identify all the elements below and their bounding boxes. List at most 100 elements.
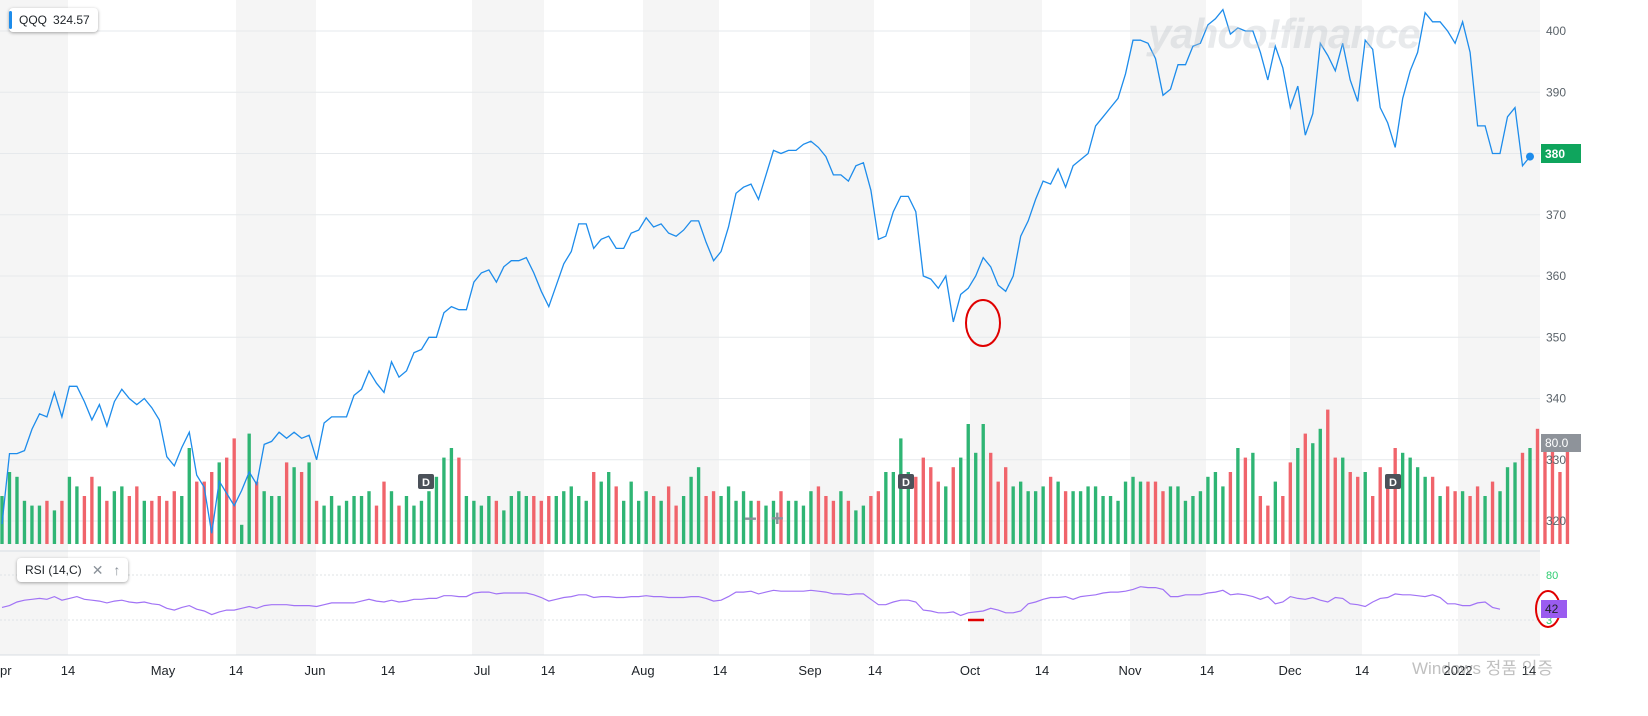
volume-bar — [1093, 486, 1098, 544]
volume-bar — [105, 500, 109, 544]
volume-bar — [1071, 491, 1075, 544]
volume-bar — [1318, 428, 1322, 544]
volume-bar — [165, 500, 169, 544]
volume-bar — [67, 476, 72, 544]
rsi-indicator-chip[interactable]: RSI (14,C) ✕ ↑ — [17, 558, 129, 582]
volume-bar — [1453, 491, 1457, 544]
volume-bar — [367, 491, 371, 544]
x-tick-label: 14 — [229, 663, 243, 678]
volume-bar — [284, 462, 289, 544]
ticker-symbol: QQQ — [19, 13, 48, 27]
volume-bar — [666, 486, 671, 544]
rsi-level-80: 80 — [1546, 570, 1558, 582]
volume-bar — [1168, 486, 1173, 544]
x-tick-label: 14 — [1355, 663, 1369, 678]
dividend-marker[interactable]: D — [418, 474, 434, 489]
volume-bar — [1498, 491, 1502, 544]
windows-activation-watermark: Windows 정품 인증 — [1412, 659, 1553, 678]
x-tick-label: 14 — [868, 663, 882, 678]
volume-bar — [1041, 486, 1045, 544]
volume-bar — [1303, 433, 1307, 544]
volume-bar — [884, 472, 888, 544]
month-band — [970, 0, 1042, 655]
month-band — [643, 0, 719, 655]
volume-bar — [704, 496, 708, 544]
x-tick-label: 14 — [541, 663, 555, 678]
annotation-circle-oct-low — [965, 299, 1001, 347]
volume-bar — [622, 500, 626, 544]
volume-bar — [374, 505, 379, 544]
x-tick-label: Aug — [631, 663, 654, 678]
minus-icon[interactable]: − — [744, 506, 757, 531]
volume-bar — [127, 496, 132, 544]
volume-bar — [539, 500, 543, 544]
volume-bar — [636, 500, 641, 544]
y-tick-label: 340 — [1546, 392, 1566, 406]
volume-bar — [1213, 472, 1218, 544]
volume-bar — [217, 462, 221, 544]
month-band — [0, 0, 68, 655]
volume-bar — [502, 510, 506, 544]
volume-bar — [1378, 467, 1382, 544]
volume-bar — [966, 424, 970, 544]
volume-bar — [157, 496, 161, 544]
volume-bar — [1183, 500, 1188, 544]
volume-bar — [1251, 452, 1255, 544]
price-line — [1, 8, 1531, 534]
volume-bar — [232, 438, 236, 544]
volume-bar — [202, 481, 206, 544]
volume-bar — [1161, 491, 1165, 544]
dividend-marker-label: D — [1389, 477, 1397, 489]
volume-bar — [1311, 443, 1315, 544]
volume-bar — [52, 510, 57, 544]
volume-bar — [1258, 496, 1263, 544]
volume-bar — [1363, 472, 1367, 544]
x-tick-label: Sep — [798, 663, 821, 678]
volume-bar — [292, 467, 296, 544]
volume-bar — [1468, 496, 1472, 544]
volume-bar — [974, 452, 978, 544]
arrow-up-icon[interactable]: ↑ — [113, 562, 121, 578]
dividend-marker[interactable]: D — [898, 474, 914, 489]
volume-bar — [607, 472, 611, 544]
volume-bar — [90, 476, 94, 544]
volume-bar — [269, 496, 274, 544]
volume-bar — [861, 505, 866, 544]
volume-bar — [936, 481, 940, 544]
volume-bar — [711, 491, 716, 544]
volume-bar — [1393, 448, 1397, 544]
volume-bar — [779, 491, 783, 544]
volume-bar — [1281, 496, 1285, 544]
close-icon[interactable]: ✕ — [91, 561, 104, 578]
volume-bar — [329, 496, 334, 544]
ticker-chip[interactable]: QQQ 324.57 — [9, 8, 98, 32]
volume-bar — [981, 424, 985, 544]
volume-bar — [1063, 491, 1068, 544]
x-tick-label: 14 — [1522, 663, 1536, 678]
dividend-marker[interactable]: D — [1385, 474, 1401, 489]
volume-bar — [112, 491, 117, 544]
volume-bar — [337, 505, 341, 544]
volume-bar — [22, 500, 27, 544]
volume-bar — [1296, 448, 1300, 544]
volume-bar — [944, 486, 948, 544]
volume-bar — [322, 505, 326, 544]
volume-bar — [547, 496, 551, 544]
volume-bar — [1056, 481, 1060, 544]
volume-bar — [1108, 496, 1113, 544]
volume-bar — [592, 472, 596, 544]
x-tick-label: 2022 — [1444, 663, 1473, 678]
volume-bar — [1558, 472, 1562, 544]
volume-bar — [352, 496, 356, 544]
rsi-level-30: 3 — [1546, 615, 1552, 627]
volume-bar — [1475, 486, 1480, 544]
volume-bar — [1400, 452, 1405, 544]
volume-bar — [854, 510, 858, 544]
last-price-dot — [1526, 152, 1534, 161]
volume-bar — [764, 505, 768, 544]
dividend-marker-label: D — [902, 477, 910, 489]
volume-bar — [15, 476, 19, 544]
volume-bar — [1520, 452, 1525, 544]
volume-bar — [1445, 486, 1450, 544]
plus-icon[interactable]: + — [770, 506, 784, 531]
